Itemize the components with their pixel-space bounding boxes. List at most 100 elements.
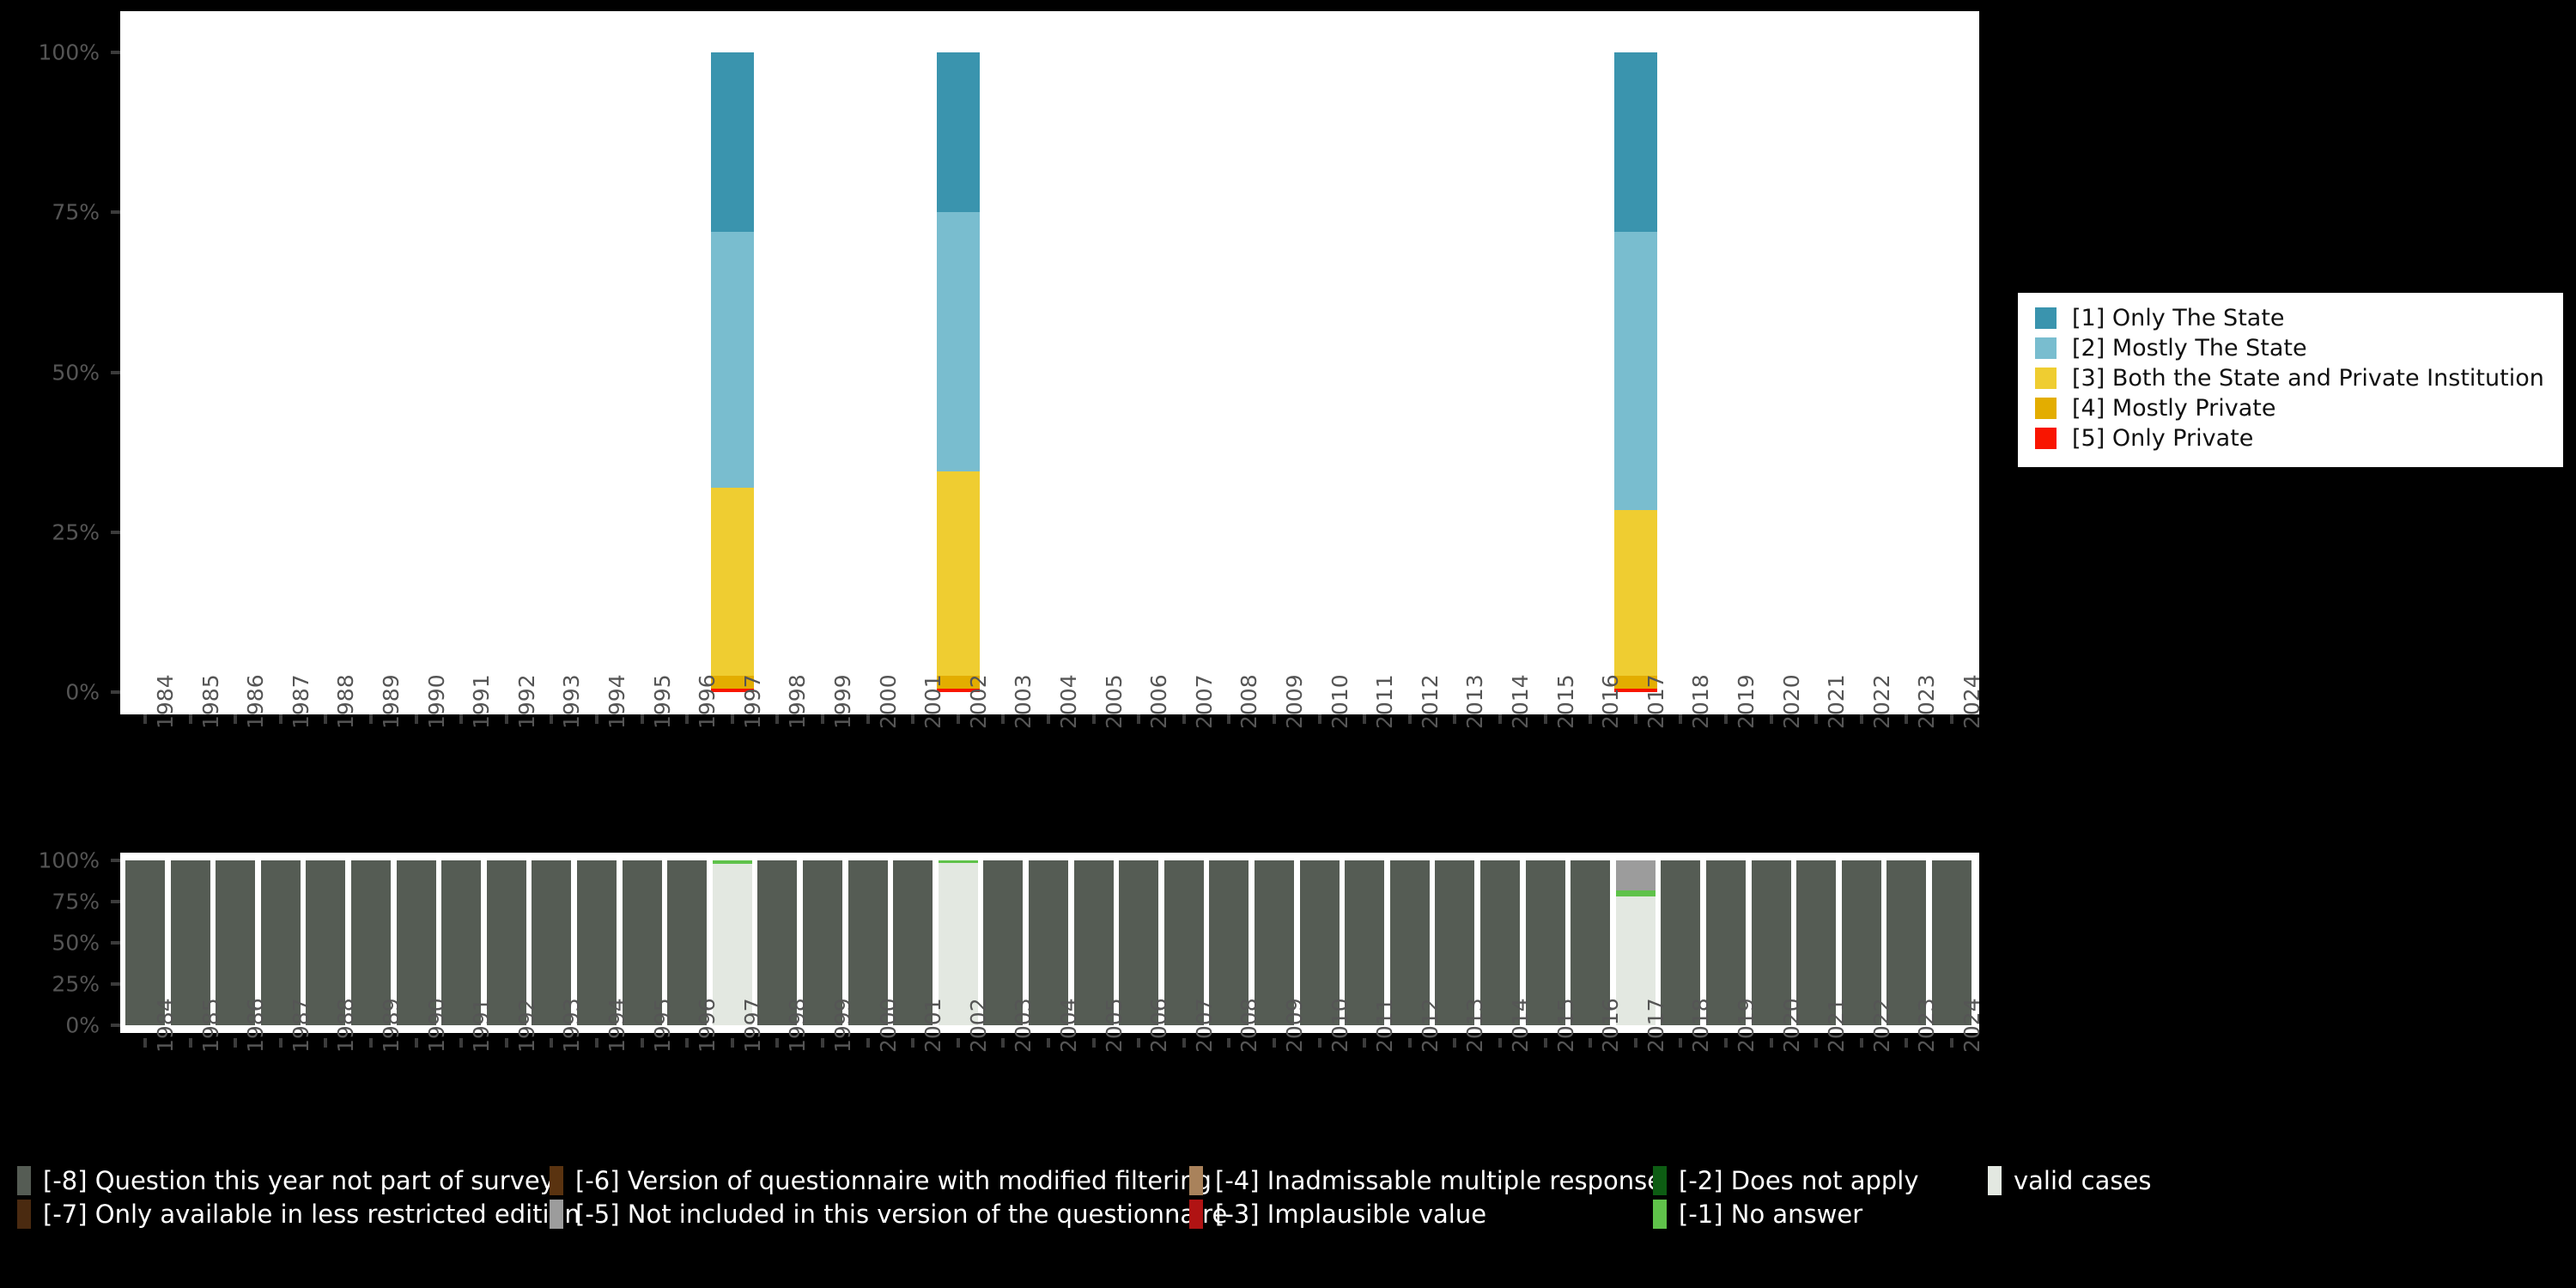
coverage-bar-segment[interactable] [1389,860,1430,1025]
coverage-bar-2006[interactable] [1119,860,1159,1025]
coverage-bar-2023[interactable] [1886,860,1927,1025]
main-bar-segment[interactable] [936,212,980,471]
coverage-bar-segment[interactable] [1615,896,1656,1025]
coverage-bar-2002[interactable] [938,860,978,1025]
main-bar-segment[interactable] [936,52,980,213]
coverage-bar-segment[interactable] [1345,860,1385,1025]
main-legend-item[interactable]: [2] Mostly The State [2035,335,2307,361]
coverage-bar-1993[interactable] [532,860,572,1025]
coverage-bar-1997[interactable] [712,860,752,1025]
coverage-bar-1995[interactable] [622,860,662,1025]
coverage-bar-segment[interactable] [486,860,526,1025]
coverage-bar-2024[interactable] [1932,860,1971,1025]
main-legend-item[interactable]: [4] Mostly Private [2035,395,2276,422]
coverage-legend-item[interactable]: [-1] No answer [1653,1200,1862,1229]
coverage-bar-1999[interactable] [803,860,842,1025]
coverage-bar-segment[interactable] [1706,860,1746,1025]
main-legend-item[interactable]: [5] Only Private [2035,425,2253,452]
coverage-bar-segment[interactable] [893,860,933,1025]
coverage-bar-2022[interactable] [1841,860,1881,1025]
coverage-legend-item[interactable]: [-4] Inadmissable multiple response [1189,1166,1662,1195]
coverage-bar-segment[interactable] [441,860,482,1025]
main-bar-segment[interactable] [936,675,980,689]
coverage-bar-segment[interactable] [1255,860,1294,1025]
coverage-bar-2015[interactable] [1525,860,1565,1025]
coverage-legend-item[interactable]: valid cases [1988,1166,2151,1195]
coverage-bar-2007[interactable] [1163,860,1204,1025]
main-bar-segment[interactable] [710,487,754,676]
main-bar-2017[interactable] [1613,52,1657,692]
coverage-legend-item[interactable]: [-5] Not included in this version of the… [550,1200,1227,1229]
main-bar-segment[interactable] [1613,509,1657,677]
coverage-bar-segment[interactable] [1571,860,1611,1025]
main-bar-segment[interactable] [936,471,980,676]
main-bar-segment[interactable] [936,688,980,692]
main-bar-segment[interactable] [710,52,754,232]
coverage-bar-segment[interactable] [1615,890,1656,897]
coverage-bar-2009[interactable] [1255,860,1294,1025]
coverage-bar-segment[interactable] [848,860,888,1025]
coverage-bar-segment[interactable] [1299,860,1340,1025]
coverage-bar-segment[interactable] [396,860,436,1025]
coverage-bar-segment[interactable] [938,862,978,1025]
coverage-bar-segment[interactable] [803,860,842,1025]
coverage-bar-segment[interactable] [1163,860,1204,1025]
coverage-bar-segment[interactable] [1751,860,1791,1025]
coverage-bar-segment[interactable] [983,860,1024,1025]
coverage-bar-1989[interactable] [351,860,391,1025]
main-bar-segment[interactable] [1613,231,1657,510]
coverage-legend-item[interactable]: [-6] Version of questionnaire with modif… [550,1166,1212,1195]
coverage-bar-segment[interactable] [1029,860,1068,1025]
coverage-bar-segment[interactable] [577,860,617,1025]
coverage-bar-segment[interactable] [757,860,798,1025]
coverage-bar-1996[interactable] [667,860,708,1025]
coverage-bar-segment[interactable] [667,860,708,1025]
coverage-bar-segment[interactable] [1480,860,1520,1025]
coverage-bar-segment[interactable] [1886,860,1927,1025]
coverage-bar-segment[interactable] [170,860,210,1025]
coverage-bar-1992[interactable] [486,860,526,1025]
coverage-legend-item[interactable]: [-3] Implausible value [1189,1200,1486,1229]
coverage-bar-1987[interactable] [260,860,301,1025]
coverage-bar-2005[interactable] [1073,860,1114,1025]
main-bar-1997[interactable] [710,52,754,692]
coverage-bar-2003[interactable] [983,860,1024,1025]
coverage-bar-segment[interactable] [1796,860,1837,1025]
coverage-bar-segment[interactable] [532,860,572,1025]
coverage-bar-segment[interactable] [216,860,256,1025]
main-bar-segment[interactable] [1613,52,1657,232]
coverage-legend-item[interactable]: [-2] Does not apply [1653,1166,1919,1195]
coverage-bar-2017[interactable] [1615,860,1656,1025]
coverage-bar-segment[interactable] [260,860,301,1025]
main-bar-segment[interactable] [710,675,754,689]
coverage-bar-1998[interactable] [757,860,798,1025]
coverage-bar-1988[interactable] [306,860,346,1025]
coverage-bar-1986[interactable] [216,860,256,1025]
coverage-bar-2001[interactable] [893,860,933,1025]
coverage-bar-2012[interactable] [1389,860,1430,1025]
main-bar-segment[interactable] [710,688,754,692]
coverage-bar-2018[interactable] [1661,860,1701,1025]
main-legend-item[interactable]: [1] Only The State [2035,305,2285,331]
coverage-bar-segment[interactable] [125,860,165,1025]
coverage-bar-segment[interactable] [1435,860,1475,1025]
coverage-bar-1994[interactable] [577,860,617,1025]
coverage-bar-segment[interactable] [938,860,978,863]
coverage-bar-2010[interactable] [1299,860,1340,1025]
coverage-bar-2013[interactable] [1435,860,1475,1025]
coverage-bar-segment[interactable] [306,860,346,1025]
coverage-bar-segment[interactable] [1525,860,1565,1025]
main-bar-2002[interactable] [936,52,980,692]
coverage-bar-segment[interactable] [622,860,662,1025]
coverage-bar-2016[interactable] [1571,860,1611,1025]
coverage-bar-segment[interactable] [712,863,752,1025]
main-bar-segment[interactable] [1613,688,1657,692]
coverage-bar-segment[interactable] [351,860,391,1025]
coverage-bar-2014[interactable] [1480,860,1520,1025]
coverage-bar-1984[interactable] [125,860,165,1025]
coverage-bar-2004[interactable] [1029,860,1068,1025]
coverage-bar-1991[interactable] [441,860,482,1025]
main-legend-item[interactable]: [3] Both the State and Private Instituti… [2035,365,2544,392]
coverage-bar-1990[interactable] [396,860,436,1025]
coverage-bar-2000[interactable] [848,860,888,1025]
